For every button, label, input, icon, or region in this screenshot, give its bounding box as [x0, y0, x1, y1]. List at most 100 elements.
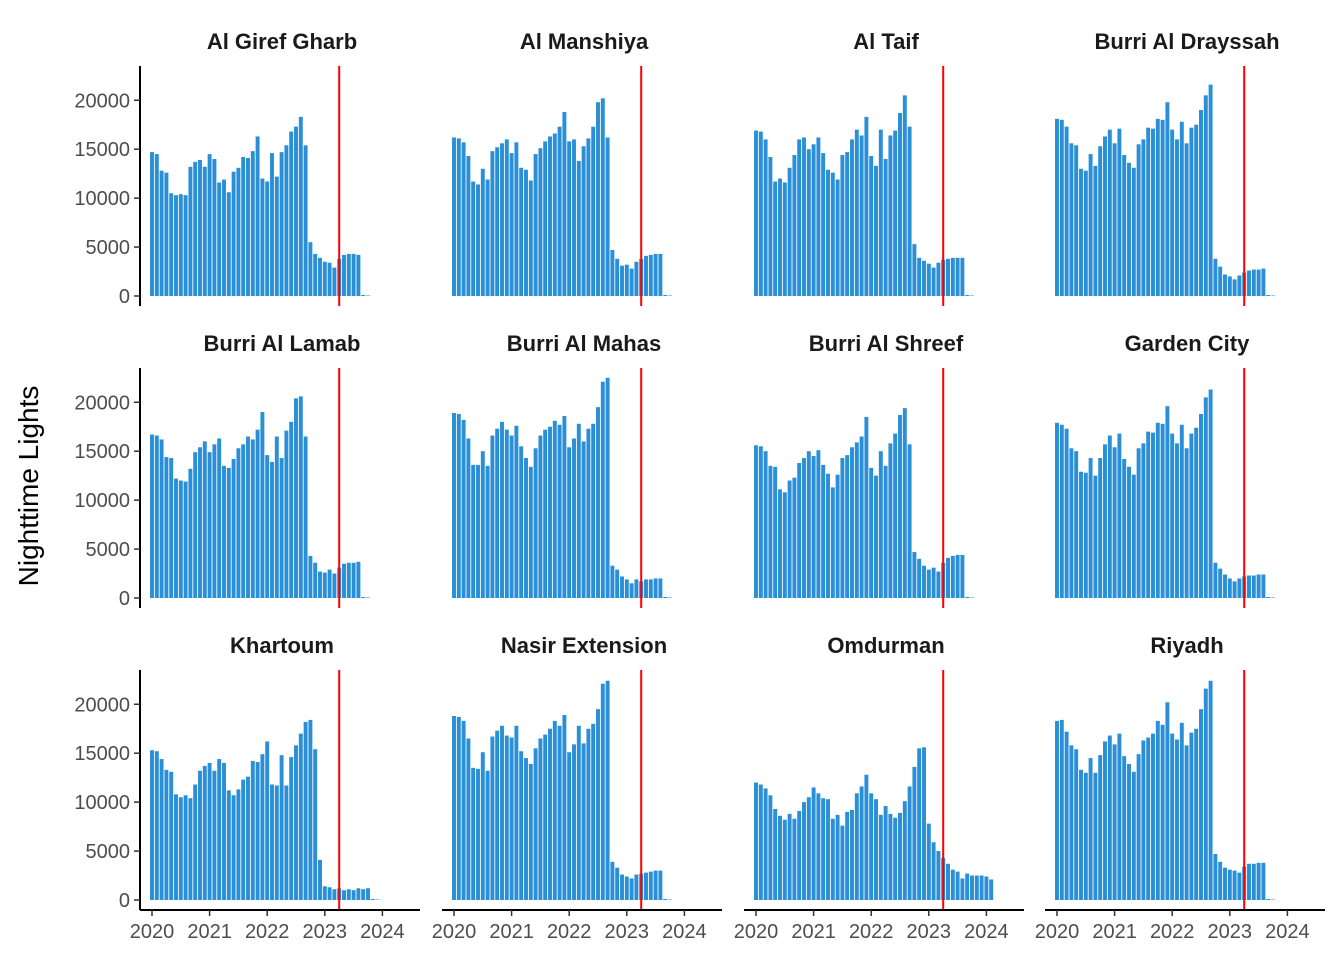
bar: [327, 262, 332, 296]
bar: [610, 565, 615, 598]
bar: [605, 680, 610, 900]
bar: [274, 176, 279, 296]
bar: [476, 464, 480, 598]
bar: [768, 157, 773, 296]
bar: [1170, 733, 1175, 900]
bar: [950, 869, 955, 900]
bar: [826, 473, 830, 598]
bar: [893, 130, 898, 296]
bar: [1155, 118, 1160, 296]
bar: [874, 799, 878, 900]
bar: [869, 467, 874, 598]
bar: [279, 755, 284, 900]
bar: [1179, 121, 1184, 296]
bar: [226, 192, 231, 296]
bar: [1160, 423, 1165, 598]
bar: [902, 801, 907, 900]
bar: [1146, 431, 1151, 598]
bar: [289, 131, 294, 296]
bar: [782, 182, 787, 296]
bar: [912, 552, 917, 598]
bar: [557, 424, 562, 598]
x-tick-label: 2023: [1208, 921, 1253, 943]
y-tick-label: 5000: [86, 539, 131, 561]
bar: [835, 814, 840, 900]
bar: [164, 172, 169, 296]
bar: [792, 818, 797, 900]
bar: [1227, 869, 1232, 900]
bar: [902, 408, 907, 598]
bar: [1112, 143, 1117, 296]
bar: [898, 812, 902, 900]
bar: [178, 797, 183, 900]
bar: [452, 716, 456, 900]
bar: [634, 579, 639, 598]
bar: [1064, 731, 1069, 900]
bar: [960, 878, 965, 900]
bar: [1069, 143, 1074, 296]
bar: [313, 562, 318, 598]
bar: [1232, 870, 1237, 900]
bar: [1189, 732, 1194, 900]
panel-title: Al Taif: [853, 29, 919, 54]
bar: [902, 95, 907, 296]
x-tick-label: 2024: [662, 921, 707, 943]
bar: [260, 754, 265, 900]
bar: [471, 767, 476, 900]
y-tick-label: 10000: [74, 792, 130, 814]
bar: [154, 154, 159, 296]
bar: [946, 557, 950, 598]
bar: [950, 555, 955, 598]
bar: [931, 567, 936, 598]
bar: [490, 435, 495, 598]
bar: [490, 736, 495, 900]
bar: [816, 137, 821, 296]
bar: [1055, 720, 1059, 900]
bar: [811, 787, 816, 900]
bar: [782, 492, 787, 598]
bar: [1083, 772, 1088, 900]
bar: [456, 138, 461, 296]
bar: [811, 456, 816, 598]
bar: [313, 749, 318, 900]
bar: [298, 396, 303, 598]
bar: [188, 798, 193, 900]
x-tick-label: 2020: [734, 921, 779, 943]
bar: [188, 166, 193, 296]
y-tick-label: 10000: [74, 188, 130, 210]
bar: [1141, 139, 1146, 296]
bar: [1074, 145, 1079, 296]
x-tick-label: 2023: [605, 921, 650, 943]
bar: [620, 265, 624, 296]
bar: [826, 799, 830, 900]
bar: [773, 181, 778, 296]
bar: [620, 576, 624, 598]
bar: [629, 878, 634, 900]
bar: [926, 569, 931, 598]
bar: [1213, 562, 1218, 598]
bar: [648, 579, 653, 598]
facet-panel: Burri Al Mahas: [452, 331, 672, 608]
bar: [524, 758, 528, 900]
bar: [1107, 435, 1112, 598]
bar: [313, 253, 318, 296]
bar: [1155, 720, 1160, 900]
bar: [356, 561, 361, 598]
bar: [1088, 154, 1093, 296]
bar: [1141, 740, 1146, 900]
bar: [298, 733, 303, 900]
bar: [543, 734, 548, 900]
bar: [1175, 739, 1179, 900]
bar: [615, 258, 620, 296]
bar: [289, 421, 294, 598]
bar: [1079, 769, 1083, 900]
bar: [960, 554, 965, 598]
bar: [461, 142, 466, 296]
bar: [351, 253, 356, 296]
bar: [1088, 458, 1093, 598]
bar: [1247, 863, 1251, 900]
bar: [1117, 733, 1122, 900]
x-tick-label: 2024: [964, 921, 1009, 943]
bar: [452, 413, 456, 598]
